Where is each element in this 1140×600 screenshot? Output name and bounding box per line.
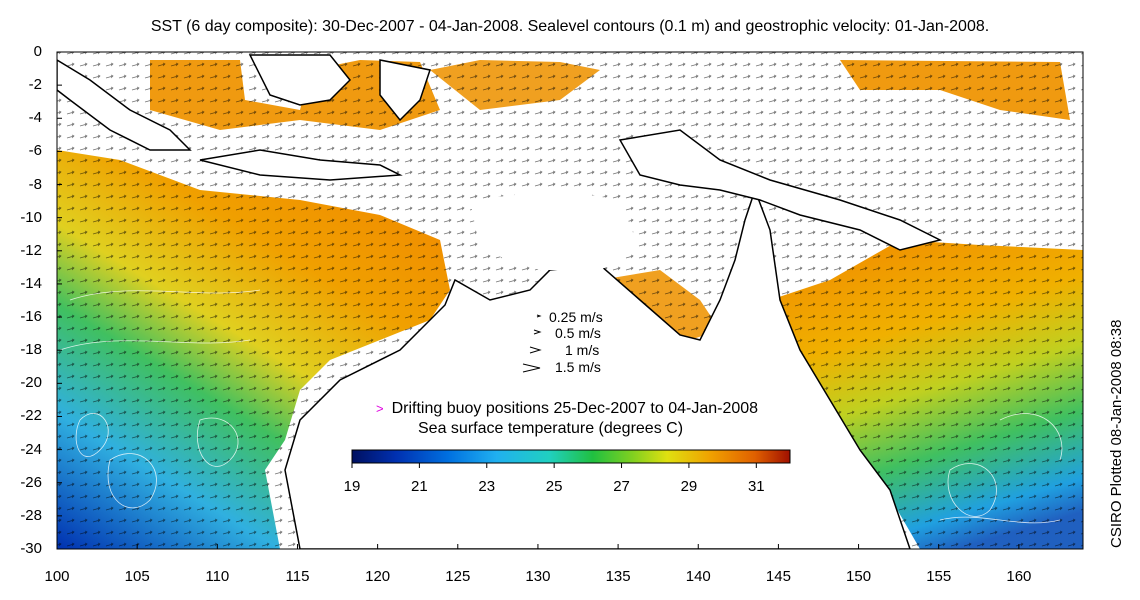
sulawesi-land	[379, 59, 431, 122]
colorbar	[351, 449, 791, 464]
x-tick-label: 110	[205, 568, 230, 585]
x-tick-label: 100	[44, 568, 70, 585]
x-tick-label: 120	[365, 568, 391, 585]
y-tick-label: -28	[20, 506, 42, 524]
y-tick-label: -2	[28, 76, 42, 94]
colorbar-tick-label: 31	[747, 478, 765, 495]
java-land	[199, 149, 403, 181]
x-tick-label: 105	[124, 568, 150, 585]
y-tick-label: -20	[20, 374, 42, 392]
colorbar-tick-label: 19	[343, 478, 361, 495]
plot-credit: CSIRO Plotted 08-Jan-2008 08:38	[1108, 319, 1125, 548]
x-tick-label: 155	[926, 568, 952, 585]
buoy-legend-label: Drifting buoy positions 25-Dec-2007 to 0…	[391, 400, 759, 417]
x-tick-label: 160	[1006, 568, 1032, 585]
y-tick-label: -10	[20, 208, 42, 226]
velocity-legend-label: 1.5 m/s	[555, 359, 601, 375]
y-tick-label: -22	[20, 407, 42, 425]
y-tick-label: -16	[20, 308, 42, 326]
x-tick-label: 150	[846, 568, 872, 585]
x-tick-label: 125	[445, 568, 471, 585]
velocity-legend-arrows	[522, 314, 542, 373]
colorbar-tick-label: 27	[613, 478, 630, 495]
y-tick-label: -6	[28, 142, 42, 160]
x-tick-label: 140	[685, 568, 711, 585]
y-tick-label: -12	[20, 241, 42, 259]
velocity-legend-label: 0.25 m/s	[549, 309, 603, 325]
y-tick-label: 0	[33, 43, 42, 60]
x-ticks	[56, 544, 1020, 549]
colorbar-title: Sea surface temperature (degrees C)	[418, 420, 684, 437]
x-tick-label: 145	[765, 568, 791, 585]
buoy-legend: > Drifting buoy positions 25-Dec-2007 to …	[376, 400, 758, 418]
map-title: SST (6 day composite): 30-Dec-2007 - 04-…	[150, 18, 990, 35]
colorbar-tick-label: 29	[680, 478, 698, 495]
x-tick-label: 130	[525, 568, 551, 585]
y-ticks	[57, 51, 62, 550]
buoy-marker-icon: >	[376, 401, 384, 416]
velocity-legend-label: 0.5 m/s	[555, 325, 601, 341]
new-guinea-land	[618, 129, 943, 251]
colorbar-tick-label: 25	[545, 478, 563, 495]
y-tick-label: -26	[20, 473, 42, 491]
colorbar-tick-label: 23	[478, 478, 496, 495]
x-tick-label: 135	[605, 568, 631, 585]
y-tick-label: -4	[28, 109, 42, 127]
borneo-land	[248, 54, 352, 106]
y-tick-label: -14	[20, 274, 42, 292]
y-tick-label: -8	[28, 175, 42, 193]
plot-frame	[56, 51, 1084, 550]
colorbar-ticks	[351, 463, 757, 468]
colorbar-tick-label: 21	[411, 478, 428, 495]
y-tick-label: -30	[20, 540, 42, 557]
y-tick-label: -18	[20, 341, 42, 359]
y-tick-label: -24	[20, 440, 42, 458]
sumatra-land	[57, 59, 192, 151]
sealevel-contours	[59, 289, 1063, 524]
velocity-legend-label: 1 m/s	[565, 342, 600, 358]
x-tick-label: 115	[285, 568, 310, 585]
